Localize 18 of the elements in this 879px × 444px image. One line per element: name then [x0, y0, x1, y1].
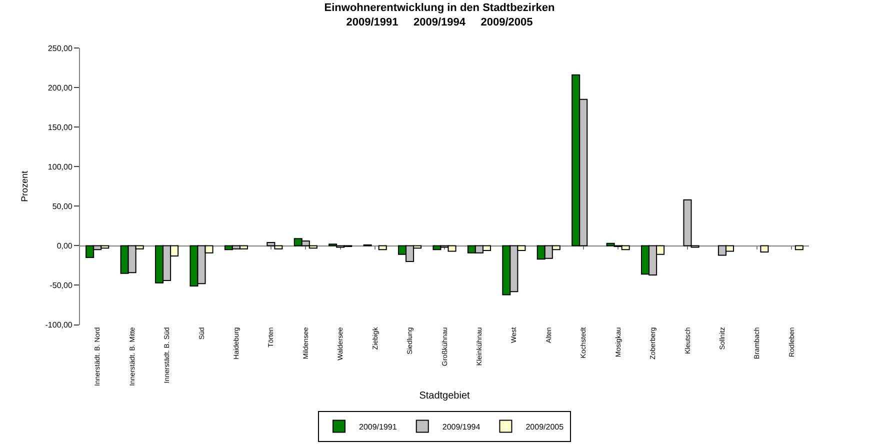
chart-subtitle: 2009/1991 2009/1994 2009/2005	[346, 16, 533, 28]
y-tick-label: 0,00	[56, 242, 73, 250]
legend-label: 2009/2005	[526, 422, 564, 432]
y-tick-label: 250,00	[48, 44, 73, 53]
y-tick-label: -50,00	[50, 281, 73, 290]
legend-label: 2009/1991	[359, 422, 398, 432]
bar	[378, 245, 387, 250]
y-tick-label: 200,00	[48, 83, 73, 92]
chart-title: Einwohnerentwicklung in den Stadtbezirken	[324, 2, 555, 14]
bar	[760, 245, 769, 253]
y-tick-label: 150,00	[48, 122, 73, 132]
bar	[794, 245, 804, 250]
x-axis-title: Stadtgebiet	[419, 390, 470, 402]
y-tick-label: 100,00	[48, 162, 73, 172]
legend-label: 2009/1994	[442, 422, 481, 432]
y-tick-label: 50,00	[52, 202, 73, 211]
y-axis-title: Prozent	[20, 170, 30, 202]
y-tick-label: -100,00	[45, 320, 73, 330]
